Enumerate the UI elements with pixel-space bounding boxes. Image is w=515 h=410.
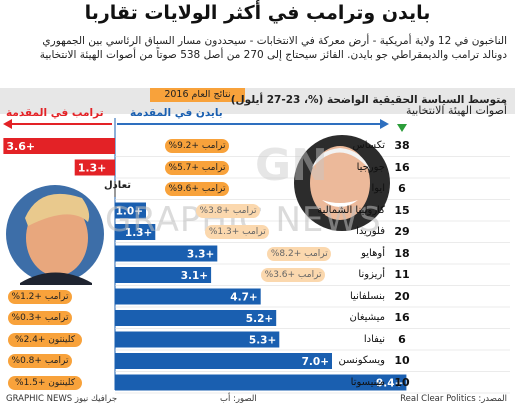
biden-lead-label: بايدن في المقدمة — [130, 107, 223, 119]
result-2016-pill: ترامب +5.7% — [165, 160, 229, 175]
biden-margin-bar — [115, 202, 146, 219]
state-name: فلوريدا — [356, 226, 385, 237]
state-electoral-votes: 6 — [398, 332, 406, 346]
trump-photo-hair — [25, 193, 90, 226]
state-name: بنسلفانيا — [350, 290, 385, 302]
result-2016-pill: ترامب +3.6% — [261, 268, 326, 282]
result-2016-pill: ترامب +1.3% — [205, 225, 270, 239]
biden-margin-bar — [115, 310, 277, 326]
biden-margin-label: 3.3+ — [187, 249, 214, 261]
biden-margin-label: 1.3+ — [125, 227, 152, 239]
biden-margin-bar — [115, 267, 212, 283]
state-electoral-votes: 38 — [394, 139, 410, 152]
state-name: ايوا — [371, 183, 385, 194]
page-title: بايدن وترامب في أكثر الولايات تقاربا — [84, 2, 431, 24]
biden-margin-label: 9.4+ — [376, 378, 403, 390]
state-electoral-votes: 16 — [394, 160, 410, 174]
biden-margin-bar — [115, 353, 332, 369]
state-electoral-votes: 20 — [394, 289, 410, 303]
biden-photo-smile — [322, 200, 358, 207]
watermark-logo: GN — [255, 140, 328, 191]
state-name: أريزونا — [358, 269, 385, 280]
intro-text: الناخبون في 12 ولاية أمريكية - أرض معركة… — [7, 34, 507, 62]
trump-direction-arrow-head — [3, 119, 12, 129]
state-name: جورجيا — [356, 161, 385, 173]
biden-margin-label: 7.0+ — [302, 356, 329, 368]
state-electoral-votes: 6 — [398, 182, 406, 195]
state-electoral-votes: 15 — [394, 203, 410, 217]
result-2016-pill: ترامب +3.8% — [196, 203, 260, 218]
footer-source: المصدر: Real Clear Politics — [400, 394, 507, 404]
result-2016-pill: كلينتون +2.4% — [8, 332, 82, 347]
electoral-votes-header-label: أصوات الهيئة الانتخابية — [406, 104, 507, 117]
biden-margin-label: 5.3+ — [249, 335, 276, 347]
trump-margin-bar — [3, 138, 115, 154]
state-name: كارولينا الشمالية — [317, 204, 385, 216]
result-2016-pill: ترامب +0.8% — [8, 354, 72, 368]
state-name: نيفادا — [363, 333, 385, 345]
tie-label: تعادل — [104, 180, 131, 191]
result-2016-pill: ترامب +9.2% — [165, 139, 229, 153]
result-2016-pill: ترامب +0.3% — [8, 311, 72, 325]
state-electoral-votes: 10 — [394, 375, 410, 389]
biden-margin-label: 4.7+ — [230, 292, 257, 304]
trump-photo-suit — [20, 272, 92, 285]
biden-photo-hair — [312, 148, 370, 170]
result-2016-pill: ترامب +1.2% — [8, 289, 72, 304]
intro-line-2: دونالد ترامب والديمقراطي جو بايدن. الفائ… — [39, 49, 507, 61]
footer-photos: الصور: أب — [220, 394, 257, 404]
trump-lead-label: ترامب في المقدمة — [6, 107, 104, 119]
header-band — [0, 88, 515, 114]
state-name: مينيسوتا — [350, 376, 385, 388]
result-2016-pill: كلينتون +1.5% — [8, 375, 82, 390]
footer-credit: GRAPHIC NEWS جرافيك نيوز — [6, 394, 118, 404]
state-electoral-votes: 11 — [394, 268, 410, 281]
state-electoral-votes: 10 — [394, 354, 410, 367]
electoral-votes-header: أصوات الهيئة الانتخابية — [406, 104, 507, 117]
biden-margin-bar — [115, 224, 156, 240]
biden-margin-label: 5.2+ — [246, 313, 273, 325]
result-2016-pill: ترامب +9.6% — [165, 182, 229, 196]
trump-margin-label: 1.3+ — [78, 162, 107, 175]
result-2016-pill: ترامب +8.2% — [267, 246, 332, 261]
triangle-down-icon — [397, 124, 407, 132]
state-name: أوهايو — [361, 247, 385, 259]
biden-margin-label: 1.0+ — [116, 206, 143, 218]
state-electoral-votes: 18 — [394, 246, 410, 260]
state-name: تكساس — [352, 140, 385, 151]
trump-margin-label: 3.6+ — [6, 140, 35, 153]
trump-margin-bar — [74, 159, 115, 176]
year-tag: نتائج العام 2016 — [150, 88, 245, 102]
biden-margin-bar — [115, 374, 407, 391]
biden-margin-bar — [115, 245, 218, 262]
biden-direction-arrow-head — [380, 119, 389, 129]
biden-margin-label: 3.1+ — [181, 270, 208, 282]
state-name: ويسكونسن — [338, 355, 385, 366]
state-electoral-votes: 16 — [394, 311, 410, 324]
chart-subtitle: متوسط السياسة الحقيقية الواضحة (%، 23-27… — [230, 94, 507, 106]
biden-margin-bar — [115, 288, 261, 305]
state-name: ميشيغان — [349, 312, 385, 323]
intro-line-1: الناخبون في 12 ولاية أمريكية - أرض معركة… — [42, 35, 507, 47]
biden-margin-bar — [115, 331, 280, 348]
state-electoral-votes: 29 — [394, 225, 410, 238]
